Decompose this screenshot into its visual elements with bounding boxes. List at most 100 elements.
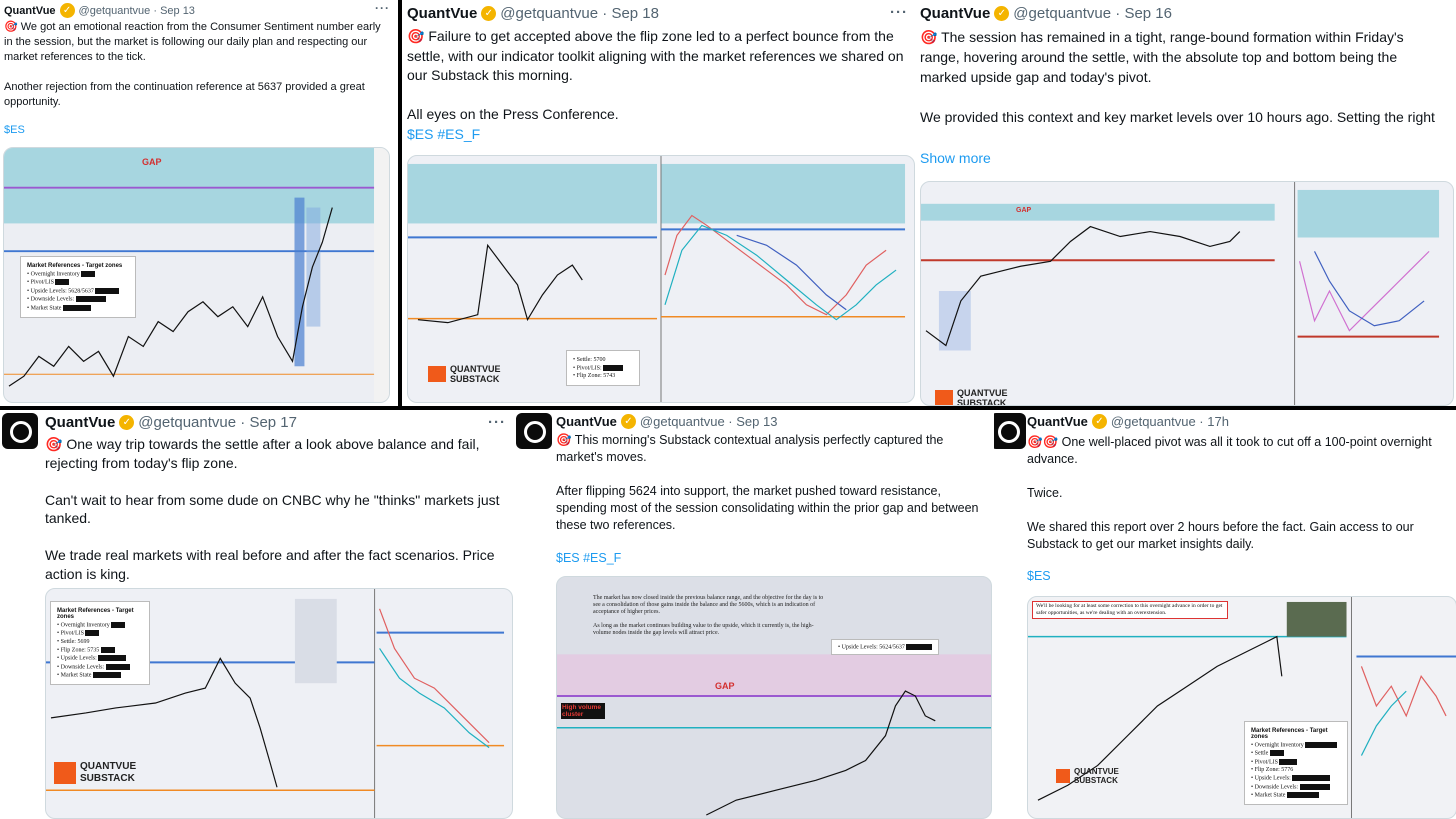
- market-references-box: • Settle: 5700 • Pivot/LIS: • Flip Zone:…: [566, 350, 640, 387]
- author-name[interactable]: QuantVue: [407, 5, 478, 22]
- ref-item: • Upside Levels: 5628/5637: [27, 287, 129, 294]
- hashtag-link[interactable]: $ES #ES_F: [556, 551, 622, 565]
- ref-item: • Pivot/LIS: [1251, 758, 1341, 765]
- ref-item: • Upside Levels:: [1251, 775, 1341, 782]
- ref-item: • Overnight Inventory: [27, 271, 129, 277]
- post-date[interactable]: Sep 13: [160, 4, 195, 17]
- more-options-icon[interactable]: ···: [488, 414, 506, 431]
- refs-title: Market References - Target zones: [57, 608, 134, 620]
- verified-badge-icon: ✓: [620, 414, 636, 429]
- ref-item: • Overnight Inventory: [1251, 742, 1341, 748]
- substack-logo-icon: [54, 762, 76, 784]
- analysis-note: The market has now closed inside the pre…: [593, 595, 824, 636]
- verified-badge-icon: ✓: [1091, 414, 1107, 429]
- post-header: QuantVue ✓ @getquantvue · 17h: [1027, 414, 1229, 429]
- author-name[interactable]: QuantVue: [1027, 414, 1088, 429]
- post-text: 🎯 We got an emotional reaction from the …: [4, 21, 381, 108]
- chart-image[interactable]: GAP QUANTVUE SUBSTACK: [920, 181, 1454, 406]
- substack-logo: QUANTVUE SUBSTACK: [1056, 767, 1119, 785]
- hashtag-link[interactable]: $ES: [1027, 569, 1051, 583]
- post-date[interactable]: Sep 16: [1124, 5, 1172, 22]
- verified-badge-icon: ✓: [119, 415, 135, 430]
- post-date[interactable]: Sep 17: [249, 414, 297, 431]
- post-header: QuantVue ✓ @getquantvue · Sep 16: [920, 5, 1172, 22]
- post-1: QuantVue ✓ @getquantvue · Sep 13 ··· 🎯 W…: [0, 0, 398, 406]
- refs-title: Market References - Target zones: [1251, 728, 1328, 740]
- high-volume-label: High volume cluster: [561, 703, 605, 719]
- ref-item: • Flip Zone: 5743: [573, 373, 616, 380]
- author-handle[interactable]: @getquantvue: [78, 4, 151, 17]
- hashtag-link[interactable]: $ES #ES_F: [407, 126, 481, 142]
- price-chart: [557, 654, 991, 816]
- substack-logo: QUANTVUE SUBSTACK: [428, 364, 501, 384]
- substack-logo-icon: [935, 390, 953, 405]
- refs-title: Market References - Target zones: [27, 263, 123, 269]
- post-2: QuantVue ✓ @getquantvue · Sep 18 ··· 🎯 F…: [402, 0, 916, 406]
- ref-item: • Settle: 5700: [573, 357, 606, 363]
- substack-logo: QUANTVUE SUBSTACK: [935, 388, 1008, 405]
- post-text: 🎯 This morning's Substack contextual ana…: [556, 433, 979, 532]
- ref-item: • Upside Levels:: [57, 655, 143, 662]
- market-references-box: Market References - Target zones • Overn…: [50, 601, 150, 686]
- chart-image[interactable]: Market References - Target zones • Overn…: [45, 588, 513, 819]
- ref-item: • Settle: [1251, 750, 1341, 757]
- author-name[interactable]: QuantVue: [556, 414, 617, 429]
- price-chart: [921, 182, 1440, 405]
- author-name[interactable]: QuantVue: [45, 414, 116, 431]
- verified-badge-icon: ✓: [481, 6, 497, 21]
- post-4: QuantVue ✓ @getquantvue · Sep 17 ··· 🎯 O…: [0, 410, 514, 819]
- post-3: QuantVue ✓ @getquantvue · Sep 16 🎯 The s…: [916, 0, 1456, 406]
- substack-logo-icon: [428, 366, 446, 382]
- avatar[interactable]: [516, 413, 552, 449]
- post-6: QuantVue ✓ @getquantvue · 17h 🎯🎯 One wel…: [994, 410, 1456, 819]
- market-references-box: Market References - Target zones • Overn…: [20, 256, 136, 318]
- post-header: QuantVue ✓ @getquantvue · Sep 13: [4, 3, 195, 18]
- analysis-note: We'll be looking for at least some corre…: [1032, 601, 1228, 619]
- ref-item: • Pivot/LIS: [57, 630, 143, 637]
- avatar[interactable]: [994, 413, 1026, 449]
- ref-item: • Flip Zone: 5735: [57, 646, 143, 653]
- price-chart: [46, 589, 505, 818]
- ref-item: • Flip Zone: 5776: [1251, 767, 1294, 774]
- substack-logo-icon: [1056, 769, 1070, 783]
- gap-label: GAP: [142, 157, 162, 167]
- author-name[interactable]: QuantVue: [4, 4, 56, 17]
- post-header: QuantVue ✓ @getquantvue · Sep 17: [45, 414, 297, 431]
- ref-item: • Downside Levels:: [57, 663, 143, 670]
- post-date[interactable]: Sep 18: [611, 5, 659, 22]
- author-handle[interactable]: @getquantvue: [1013, 5, 1112, 22]
- more-options-icon[interactable]: ···: [890, 4, 908, 21]
- hashtag-link[interactable]: $ES: [4, 124, 25, 136]
- author-name[interactable]: QuantVue: [920, 5, 991, 22]
- author-handle[interactable]: @getquantvue: [138, 414, 237, 431]
- avatar[interactable]: [2, 413, 38, 449]
- author-handle[interactable]: @getquantvue: [639, 414, 725, 429]
- gap-label: GAP: [1016, 207, 1032, 214]
- show-more-link[interactable]: Show more: [920, 150, 991, 166]
- post-header: QuantVue ✓ @getquantvue · Sep 18: [407, 5, 659, 22]
- ref-item: • Downside Levels:: [1251, 783, 1341, 790]
- post-text: 🎯 The session has remained in a tight, r…: [920, 29, 1435, 125]
- chart-image[interactable]: QUANTVUE SUBSTACK • Settle: 5700 • Pivot/…: [407, 155, 915, 403]
- post-text: 🎯🎯 One well-placed pivot was all it took…: [1027, 435, 1432, 551]
- substack-logo: QUANTVUE SUBSTACK: [54, 761, 136, 785]
- ref-item: • Market State: [27, 304, 129, 311]
- author-handle[interactable]: @getquantvue: [1110, 414, 1196, 429]
- price-chart: [1028, 597, 1456, 818]
- post-date[interactable]: 17h: [1207, 414, 1229, 429]
- author-handle[interactable]: @getquantvue: [500, 5, 599, 22]
- post-text: 🎯 One way trip towards the settle after …: [45, 436, 500, 582]
- verified-badge-icon: ✓: [994, 6, 1010, 21]
- verified-badge-icon: ✓: [59, 3, 75, 18]
- post-header: QuantVue ✓ @getquantvue · Sep 13: [556, 414, 778, 429]
- chart-image[interactable]: GAP Market References - Target zones • O…: [3, 147, 390, 403]
- post-date[interactable]: Sep 13: [736, 414, 778, 429]
- gap-label: GAP: [715, 681, 735, 691]
- ref-item: • Market State: [57, 671, 143, 678]
- ref-item: • Settle: 5699: [57, 638, 90, 645]
- chart-image[interactable]: We'll be looking for at least some corre…: [1027, 596, 1456, 819]
- more-options-icon[interactable]: ···: [375, 1, 390, 15]
- price-chart: [4, 148, 389, 402]
- ref-item: • Market State: [1251, 791, 1341, 798]
- chart-image[interactable]: GAP High volume cluster The market has n…: [556, 576, 992, 819]
